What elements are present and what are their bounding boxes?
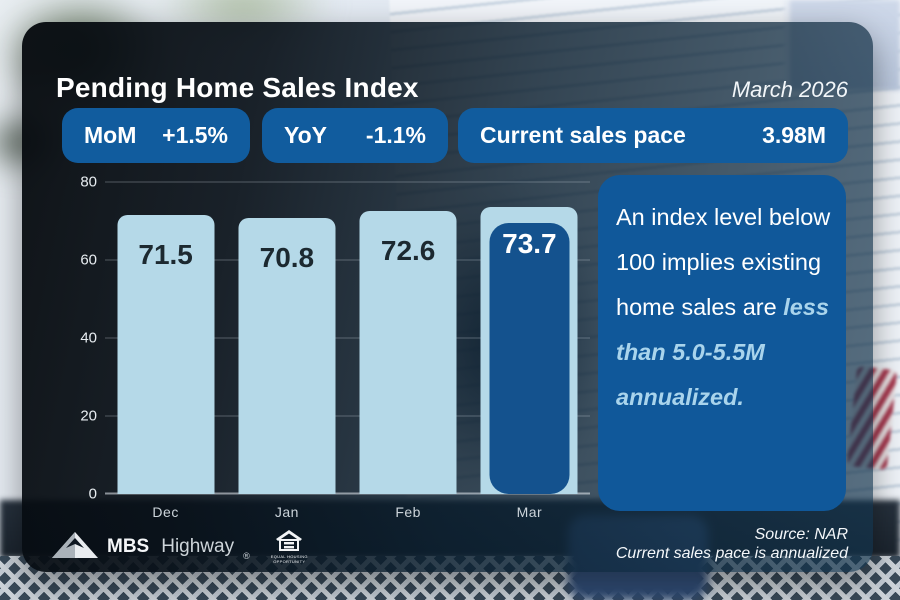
bar-slot-jan: 70.8 bbox=[226, 182, 347, 494]
callout-text: An index level below 100 implies existin… bbox=[616, 204, 831, 320]
equal-housing-text: EQUAL HOUSING OPPORTUNITY bbox=[270, 554, 308, 564]
y-tick-label-80: 80 bbox=[80, 173, 97, 191]
page-title: Pending Home Sales Index bbox=[56, 72, 419, 103]
x-tick-label-jan: Jan bbox=[274, 504, 299, 520]
mom-value: +1.5% bbox=[162, 122, 228, 148]
mountain-icon bbox=[52, 531, 98, 563]
y-axis: 0 20 40 60 80 bbox=[22, 174, 97, 503]
gridline-60 bbox=[105, 259, 590, 261]
bar-feb: 72.6 bbox=[359, 210, 457, 494]
mom-badge: MoM +1.5% bbox=[62, 108, 250, 163]
sales-pace-value: 3.98M bbox=[762, 122, 826, 148]
bar-jan: 70.8 bbox=[238, 217, 336, 494]
brand-name-bold: MBS bbox=[107, 536, 150, 557]
yoy-value: -1.1% bbox=[365, 122, 426, 148]
yoy-badge: YoY -1.1% bbox=[262, 108, 448, 163]
bar-dec: 71.5 bbox=[117, 215, 215, 494]
sales-pace-badge: Current sales pace 3.98M bbox=[458, 108, 848, 163]
bar-slot-dec: 71.5 bbox=[105, 182, 226, 494]
y-tick-label-20: 20 bbox=[80, 407, 97, 425]
gridline-80 bbox=[105, 181, 590, 183]
gridline-20 bbox=[105, 415, 590, 417]
equal-housing-house-icon bbox=[276, 530, 303, 551]
y-tick-label-40: 40 bbox=[80, 329, 97, 347]
x-tick-label-mar: Mar bbox=[516, 504, 543, 520]
x-tick-label-dec: Dec bbox=[152, 504, 179, 520]
gridline-40 bbox=[105, 337, 590, 339]
sales-pace-label: Current sales pace bbox=[480, 122, 686, 148]
annualized-note: Current sales pace is annualized bbox=[615, 545, 848, 562]
bar-value-label-mar: 73.7 bbox=[489, 222, 570, 494]
plot-area: 71.5 70.8 72.6 73.7 bbox=[105, 181, 590, 495]
equal-housing-logo: EQUAL HOUSING OPPORTUNITY bbox=[271, 530, 308, 564]
bar-slot-feb: 72.6 bbox=[348, 182, 469, 494]
callout-box: An index level below 100 implies existin… bbox=[598, 175, 846, 511]
mom-label: MoM bbox=[84, 122, 137, 148]
bar-mar: 73.7 bbox=[480, 206, 578, 494]
yoy-label: YoY bbox=[284, 122, 328, 148]
callout-emphasis: less than 5.0-5.5M annualized. bbox=[616, 294, 829, 410]
gridline-0 bbox=[105, 492, 590, 495]
brand-logo: MBS Highway ® EQUAL HOUSING OPPORTUNITY bbox=[52, 530, 308, 564]
report-date: March 2026 bbox=[731, 77, 848, 102]
x-axis: Dec Jan Feb Mar bbox=[105, 494, 590, 524]
y-tick-label-60: 60 bbox=[80, 251, 97, 269]
bar-value-label-jan: 70.8 bbox=[259, 241, 315, 273]
x-tick-label-feb: Feb bbox=[395, 504, 421, 520]
y-tick-label-0: 0 bbox=[88, 485, 97, 503]
chart-card: Pending Home Sales Index March 2026 MoM … bbox=[22, 22, 873, 572]
bar-value-label-feb: 72.6 bbox=[380, 234, 436, 266]
source-line: Source: NAR bbox=[754, 526, 848, 543]
source-note: Source: NAR Current sales pace is annual… bbox=[616, 525, 848, 563]
bar-slot-mar: 73.7 bbox=[469, 182, 590, 494]
registered-mark: ® bbox=[243, 551, 250, 561]
bar-value-label-dec: 71.5 bbox=[138, 239, 193, 271]
brand-name-light: Highway bbox=[161, 536, 235, 557]
